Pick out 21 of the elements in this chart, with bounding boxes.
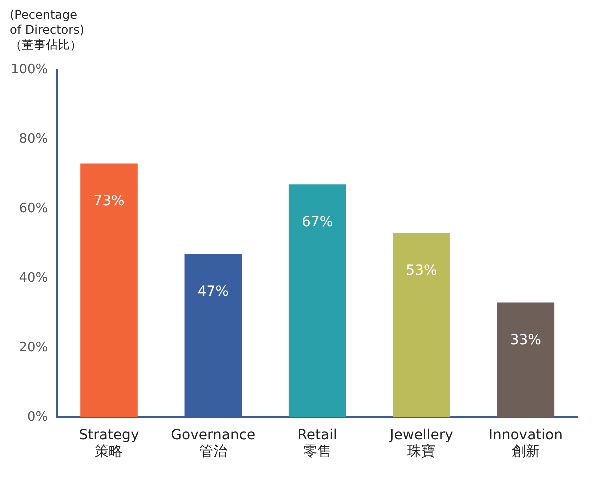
data-label: 47% <box>198 284 229 300</box>
data-label: 67% <box>302 214 334 230</box>
bar <box>393 233 450 418</box>
x-tick-label: Governance 管治 <box>171 427 256 460</box>
bar <box>80 164 138 418</box>
y-tick-label: 80% <box>19 132 48 147</box>
x-tick-label: Jewellery 珠寶 <box>389 427 454 460</box>
y-tick-label: 60% <box>19 201 48 216</box>
y-tick-label: 100% <box>10 62 48 78</box>
data-label: 53% <box>406 262 438 279</box>
bar <box>288 184 346 418</box>
bar <box>497 302 555 418</box>
y-tick-label: 40% <box>19 270 48 286</box>
x-tick-label: Innovation 創新 <box>488 427 563 460</box>
x-tick-label: Retail 零售 <box>298 427 338 460</box>
y-tick-label: 20% <box>19 340 48 356</box>
data-label: 73% <box>94 193 125 210</box>
y-axis-title: (Pecentage of Directors) （董事佔比） <box>10 8 85 53</box>
x-tick-label: Strategy 策略 <box>79 427 140 460</box>
y-tick-label: 0% <box>28 410 48 425</box>
data-label: 33% <box>510 332 542 348</box>
